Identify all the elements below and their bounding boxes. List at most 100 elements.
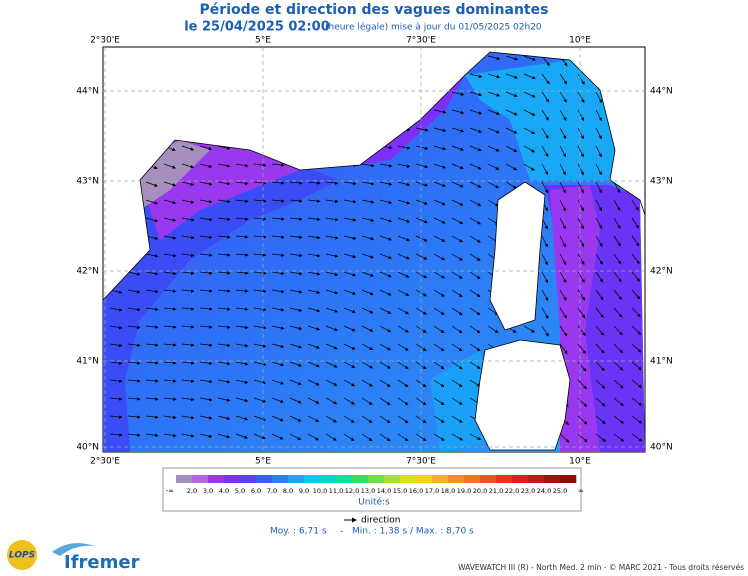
arrow: [325, 343, 338, 350]
arrow: [415, 433, 427, 441]
scale-label: 11,0: [329, 487, 343, 495]
arrow: [433, 433, 445, 441]
arrow: [199, 271, 213, 275]
arrow: [397, 163, 411, 168]
arrow: [181, 145, 195, 151]
arrow: [199, 415, 213, 420]
arrow: [469, 325, 481, 334]
mean: Moy. : 6,71 s: [270, 527, 327, 537]
arrow: [199, 361, 213, 365]
arrow: [595, 325, 605, 336]
arrow: [343, 343, 356, 350]
arrow: [271, 343, 285, 349]
arrow: [613, 307, 623, 318]
arrow: [325, 325, 338, 331]
arrow: [523, 73, 536, 80]
arrow: [235, 361, 249, 366]
arrow: [559, 181, 566, 194]
arrow: [307, 415, 320, 423]
arrow: [127, 415, 141, 419]
arrow: [577, 199, 584, 212]
arrow: [559, 307, 567, 319]
arrow: [559, 145, 566, 158]
lon-label-bottom: 10°E: [569, 457, 591, 467]
arrow: [595, 217, 603, 230]
arrow: [181, 325, 195, 329]
lops: LOPS: [9, 551, 35, 561]
arrow: [613, 325, 623, 336]
arrow: [343, 181, 357, 186]
lon-label-top: 10°E: [569, 36, 591, 46]
arrow: [577, 253, 585, 265]
arrow: [145, 199, 159, 205]
arrow: [271, 415, 284, 422]
arrow: [361, 217, 375, 222]
arrow: [343, 325, 356, 332]
arrow: [289, 181, 303, 185]
arrow: [325, 289, 339, 295]
arrow: [163, 217, 177, 222]
arrow: [163, 271, 177, 276]
arrow: [163, 235, 177, 240]
arrow: [307, 343, 320, 349]
arrow: [271, 217, 285, 221]
arrow: [451, 127, 465, 133]
lat-label-right: 42°N: [650, 267, 673, 277]
arrow: [235, 433, 248, 439]
arrow: [451, 253, 463, 261]
arrow: [451, 325, 463, 334]
arrow: [109, 343, 123, 348]
color-swatch: [512, 475, 529, 483]
scale-label: 25,0: [553, 487, 567, 495]
arrow: [217, 397, 231, 402]
arrow: [235, 199, 249, 203]
arrow: [271, 379, 285, 385]
lon-label-top: 5°E: [255, 36, 271, 46]
arrow: [163, 433, 177, 438]
arrow: [631, 415, 643, 424]
arrow: [325, 415, 337, 423]
arrow: [379, 343, 391, 351]
arrow: [595, 361, 605, 372]
arrow: [397, 361, 409, 369]
arrow: [469, 127, 482, 133]
arrow: [361, 361, 374, 369]
arrow: [433, 217, 446, 224]
arrow: [523, 127, 536, 135]
arrow: [397, 235, 410, 242]
arrow: [595, 163, 602, 176]
arrow: [253, 397, 267, 403]
color-swatch: [352, 475, 369, 483]
arrow: [217, 415, 231, 421]
arrow: [433, 109, 447, 114]
arrow: [109, 433, 123, 437]
scale-label: 17,0: [425, 487, 439, 495]
arrow: [127, 289, 141, 294]
arrow: [271, 253, 285, 257]
arrow: [325, 235, 339, 240]
color-swatch: [208, 475, 225, 483]
lat-label-right: 41°N: [650, 357, 673, 367]
arrow: [289, 379, 302, 386]
arrow: [595, 91, 603, 104]
arrow: [379, 163, 393, 168]
arrow: [163, 181, 177, 187]
direction-label: direction: [361, 516, 400, 526]
arrow: [343, 199, 357, 204]
arrow: [577, 361, 587, 372]
arrow: [253, 289, 267, 293]
update: (heure légale) mise à jour du 01/05/2025…: [325, 22, 542, 33]
scale-label: 24,0: [537, 487, 551, 495]
scale-label: 9,0: [299, 487, 309, 495]
color-swatch: [304, 475, 321, 483]
arrow: [235, 343, 249, 348]
arrow: [523, 163, 535, 171]
arrow: [235, 271, 249, 275]
arrow: [163, 289, 177, 293]
arrow: [451, 343, 463, 352]
arrow: [163, 307, 177, 311]
arrow: [217, 433, 231, 439]
arrow: [523, 91, 536, 98]
arrow: [451, 415, 463, 423]
arrow: [433, 415, 445, 423]
